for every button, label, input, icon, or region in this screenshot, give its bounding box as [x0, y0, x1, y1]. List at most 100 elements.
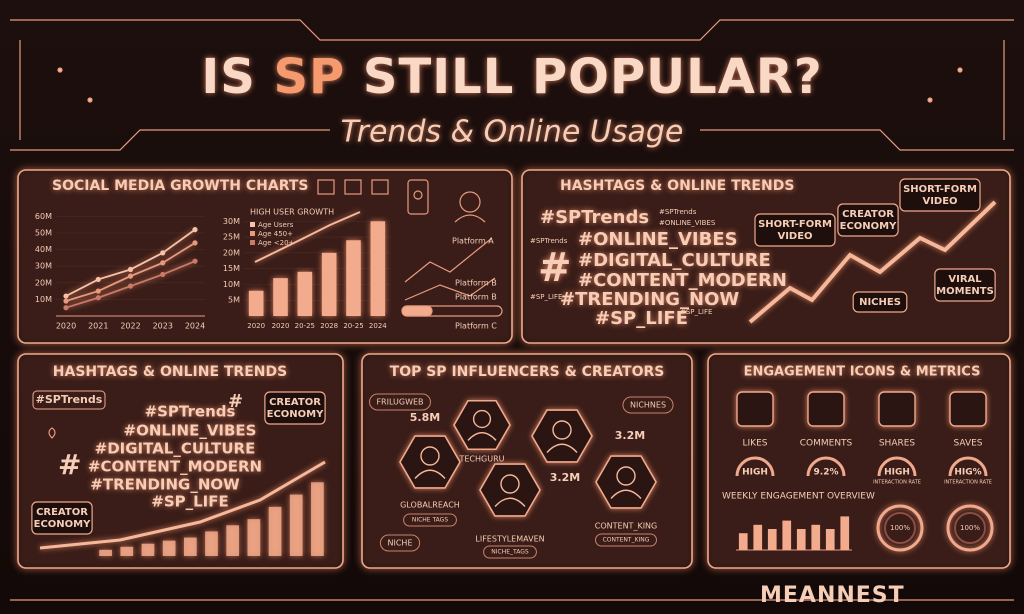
platform-label: Platform A — [452, 237, 494, 246]
influencer-label: GLOBALREACH — [400, 501, 460, 510]
small-hashtag: #SPTrends — [530, 237, 568, 245]
x-tick-label: 2028 — [320, 322, 338, 330]
legend-swatch — [250, 222, 255, 227]
metric-note: INTERACTION RATE — [944, 480, 992, 486]
point — [127, 283, 134, 289]
trend-arrow — [254, 211, 361, 263]
bubble-text: SHORT-FORM — [758, 219, 832, 230]
avatar-head — [552, 420, 572, 440]
panel-title: HASHTAGS & ONLINE TRENDS — [560, 178, 794, 194]
avatar-frame — [479, 463, 541, 517]
avatar-body — [467, 432, 497, 441]
bubble-text: VIDEO — [922, 196, 957, 207]
legend-swatch — [250, 240, 255, 245]
influencer-label: CONTENT_KING — [603, 537, 650, 544]
metric-label: SHARES — [879, 439, 916, 449]
bar — [205, 531, 218, 556]
y-tick-label: 50M — [35, 228, 52, 237]
y-tick-label: 40M — [35, 245, 52, 254]
bar — [370, 221, 386, 316]
bar — [811, 524, 821, 550]
metric-label: LIKES — [743, 439, 768, 449]
tag-box — [379, 534, 421, 552]
hashtag: #SPTrends — [540, 207, 649, 228]
x-tick-label: 2020 — [247, 322, 265, 330]
bar — [753, 524, 763, 550]
y-tick-label: 30M — [223, 217, 240, 226]
tag-box — [32, 390, 106, 410]
tag-box — [403, 513, 457, 527]
tag-box — [483, 545, 537, 559]
panel — [17, 353, 344, 569]
hashtag: #SPTrends — [145, 403, 236, 421]
point — [63, 293, 69, 299]
bubble-text: MOMENTS — [936, 286, 994, 297]
bar — [268, 506, 282, 556]
tag-box — [595, 533, 657, 547]
hash-icon: # — [538, 245, 572, 291]
bar — [289, 494, 303, 556]
avatar-body — [494, 497, 526, 507]
hashtag: #DIGITAL_CULTURE — [578, 250, 771, 271]
speech-bubble — [754, 213, 836, 247]
y-tick-label: 60M — [35, 212, 52, 221]
influencer-label: NICHE — [388, 539, 413, 548]
follower-count: 5.8M — [410, 411, 440, 424]
avatar-head — [472, 409, 492, 429]
panel-title: HASHTAGS & ONLINE TRENDS — [53, 364, 287, 380]
bar — [226, 525, 240, 556]
metric-value: HIG% — [954, 468, 981, 478]
gauge — [735, 456, 775, 477]
metric-icon — [878, 391, 916, 427]
overview-title: WEEKLY ENGAGEMENT OVERVIEW — [722, 492, 875, 502]
avatar-frame — [453, 399, 511, 451]
tag-box — [622, 396, 674, 414]
x-tick-label: 2020 — [272, 322, 290, 330]
point — [127, 266, 134, 273]
hashtag: #SP_LIFE — [151, 493, 229, 511]
speech-bubble — [264, 391, 326, 425]
small-hashtag: #SP_LIFE — [680, 308, 712, 316]
boxed-hashtag: #SPTrends — [36, 393, 103, 406]
avatar-head — [420, 446, 440, 466]
bubble-text: ECONOMY — [34, 519, 91, 530]
hashtag: #CONTENT_MODERN — [578, 270, 787, 291]
hash-icon: # — [58, 448, 81, 481]
panel-title: TOP SP INFLUENCERS & CREATORS — [390, 364, 665, 380]
influencer-label: FRILUGWEB — [376, 398, 423, 407]
bar — [825, 529, 835, 550]
hashtag: #DIGITAL_CULTURE — [95, 440, 256, 458]
y-tick-label: 10M — [223, 280, 240, 289]
y-tick-label: 5M — [228, 296, 240, 305]
bar — [273, 278, 288, 316]
point — [160, 250, 166, 256]
ring — [876, 504, 924, 552]
metric-icon — [949, 391, 987, 427]
hashtag: #ONLINE_VIBES — [124, 422, 257, 440]
influencer-label: LIFESTYLEMAVEN — [475, 535, 544, 544]
platform-label: Platform B — [455, 293, 497, 302]
speech-bubble — [852, 291, 908, 313]
bubble-text: VIDEO — [777, 231, 812, 242]
speech-bubble — [899, 178, 981, 212]
bubble-text: SHORT-FORM — [903, 184, 977, 195]
x-tick-label: 2020 — [56, 322, 76, 331]
bar — [297, 271, 313, 316]
x-tick-label: 2022 — [120, 322, 140, 331]
gauge — [806, 456, 846, 477]
y-tick-label: 15M — [223, 264, 240, 273]
x-tick-label: 2024 — [185, 322, 205, 331]
y-tick-label: 20M — [35, 278, 52, 287]
ring-inner — [884, 512, 916, 544]
y-tick-label: 10M — [35, 295, 52, 304]
metric-icon — [736, 391, 774, 427]
y-tick-label: 25M — [223, 233, 240, 242]
x-tick-label: 20-25 — [295, 322, 315, 330]
avatar-frame — [399, 435, 461, 489]
point — [95, 288, 101, 294]
small-hashtag: #ONLINE_VIBES — [659, 219, 716, 227]
influencer-label: NICHE TAGS — [412, 517, 449, 524]
avatar-head — [616, 466, 636, 486]
